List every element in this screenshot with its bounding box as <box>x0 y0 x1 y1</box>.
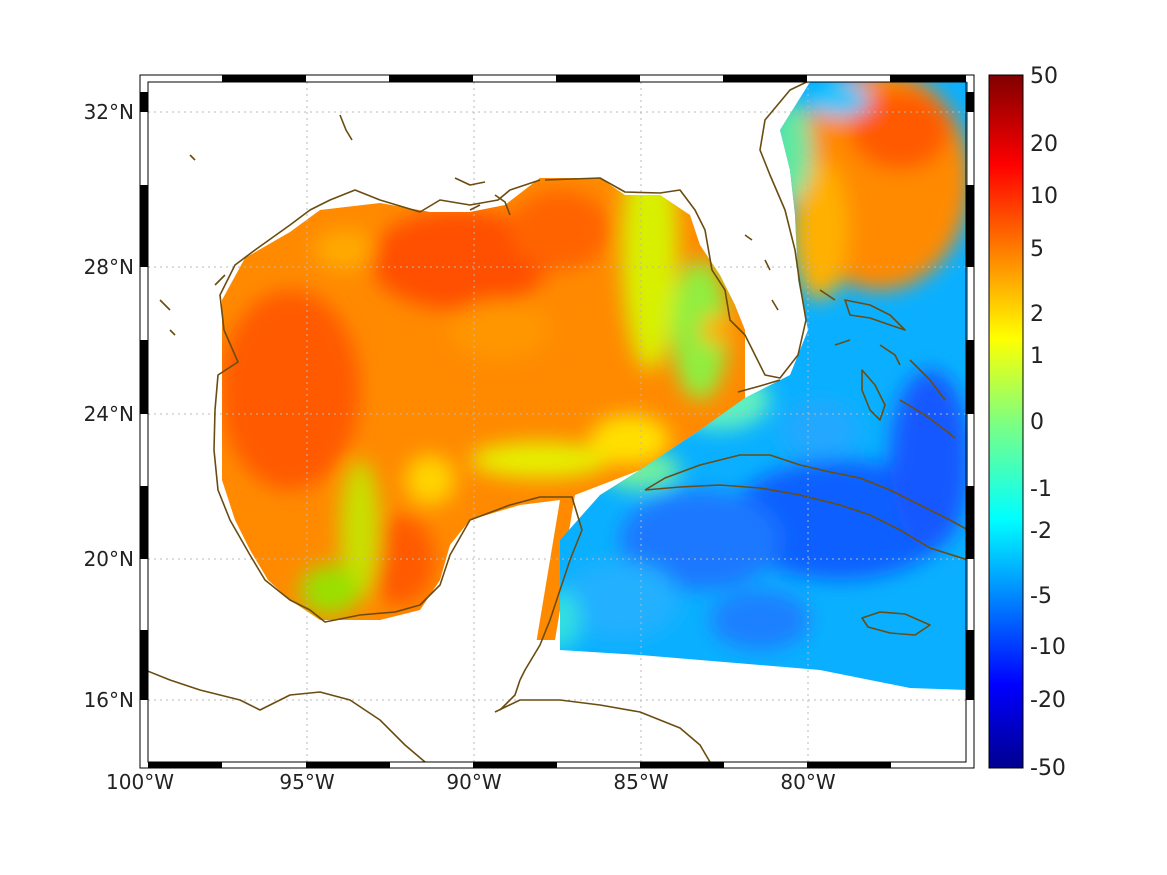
data-field-gulf <box>222 178 745 640</box>
colorbar-tick-label: -5 <box>1030 584 1052 609</box>
colorbar-tick-label: 50 <box>1030 64 1058 89</box>
lat-tick-label: 28°N <box>83 255 134 279</box>
colorbar-tick-label: -10 <box>1030 635 1066 660</box>
lat-tick-label: 32°N <box>83 100 134 124</box>
colorbar-tick-label: 2 <box>1030 302 1044 327</box>
colorbar-tick-label: 20 <box>1030 132 1058 157</box>
lat-tick-label: 24°N <box>83 402 134 426</box>
lat-tick-label: 20°N <box>83 547 134 571</box>
colorbar-tick-label: 0 <box>1030 410 1044 435</box>
lon-tick-label: 100°W <box>106 770 174 794</box>
colorbar-tick-label: -20 <box>1030 688 1066 713</box>
lat-tick-label: 16°N <box>83 688 134 712</box>
colorbar-tick-label: 5 <box>1030 237 1044 262</box>
colorbar-tick-label: -50 <box>1030 756 1066 781</box>
colorbar-tick-label: -2 <box>1030 519 1052 544</box>
colorbar-tick-label: 10 <box>1030 184 1058 209</box>
lon-tick-label: 80°W <box>780 770 836 794</box>
colorbar-tick-label: 1 <box>1030 344 1044 369</box>
lon-tick-label: 90°W <box>446 770 502 794</box>
lon-tick-label: 95°W <box>279 770 335 794</box>
colorbar-tick-label: -1 <box>1030 477 1052 502</box>
lon-tick-label: 85°W <box>613 770 669 794</box>
map-frame <box>139 74 975 769</box>
colorbar <box>988 74 1024 769</box>
coastlines <box>148 82 966 762</box>
